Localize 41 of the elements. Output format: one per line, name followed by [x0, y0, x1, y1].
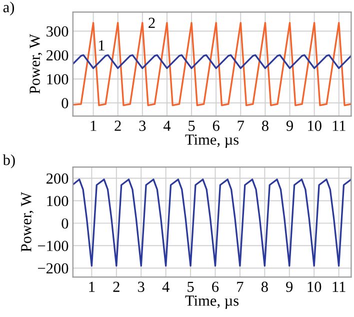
- line-series: [72, 54, 352, 70]
- x-tick-label: 5: [188, 282, 194, 292]
- x-axis-title: Time, µs: [185, 134, 239, 148]
- x-tick-label: 7: [237, 282, 244, 292]
- y-tick-label: 0: [62, 218, 68, 229]
- x-tick-label: 8: [262, 120, 268, 131]
- x-tick-label: 2: [114, 120, 121, 131]
- x-tick-label: 1: [90, 120, 96, 131]
- y-axis-title: Power, W: [30, 34, 42, 94]
- x-tick-label: 10: [308, 282, 322, 292]
- x-tick-label: 3: [138, 282, 144, 292]
- y-tick-label: −200: [38, 263, 68, 274]
- x-tick-label: 4: [162, 282, 170, 292]
- y-tick-label: 300: [46, 26, 68, 37]
- x-tick-label: 9: [286, 120, 293, 131]
- x-tick-label: 8: [261, 282, 268, 292]
- chart-title: a): [3, 2, 14, 16]
- x-tick-label: 2: [113, 282, 120, 292]
- line-series: [72, 178, 352, 267]
- x-axis-title: Time, µs: [185, 296, 239, 309]
- x-tick-label: 10: [308, 120, 322, 131]
- x-tick-label: 3: [139, 120, 146, 131]
- x-tick-label: 11: [332, 282, 346, 292]
- y-tick-label: −100: [38, 240, 68, 252]
- x-tick-label: 7: [238, 120, 244, 131]
- y-tick-label: 200: [46, 50, 68, 61]
- y-tick-label: 0: [62, 98, 68, 108]
- x-tick-label: 9: [286, 282, 293, 292]
- y-tick-label: 200: [46, 173, 68, 184]
- series-label: 2: [148, 18, 155, 28]
- x-tick-label: 11: [332, 120, 346, 131]
- x-tick-label: 1: [89, 282, 95, 292]
- x-tick-label: 4: [163, 120, 171, 131]
- y-axis-title: Power, W: [21, 192, 34, 252]
- x-tick-label: 6: [212, 120, 220, 131]
- y-tick-label: 100: [47, 74, 68, 84]
- chart-title: b): [2, 154, 15, 168]
- x-tick-label: 5: [188, 120, 195, 131]
- y-tick-label: 100: [47, 196, 68, 206]
- x-tick-label: 6: [212, 282, 219, 292]
- series-label: 1: [98, 40, 104, 50]
